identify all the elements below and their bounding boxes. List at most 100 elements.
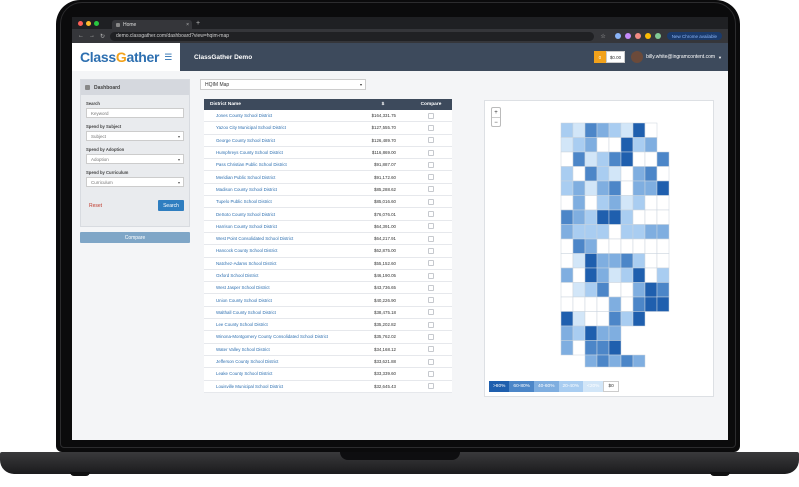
- map-district[interactable]: [656, 253, 670, 269]
- hamburger-menu-icon[interactable]: ☰: [164, 51, 173, 62]
- search-button[interactable]: Search: [158, 200, 184, 211]
- browser-tab[interactable]: Home ×: [112, 20, 192, 29]
- compare-checkbox[interactable]: [428, 124, 434, 131]
- map-district[interactable]: [644, 238, 658, 254]
- subject-select[interactable]: Subject ▾: [86, 131, 184, 141]
- view-select[interactable]: HQIM Map ▾: [200, 79, 366, 90]
- map-district[interactable]: [596, 340, 610, 356]
- map-district[interactable]: [584, 282, 598, 298]
- map-district[interactable]: [644, 151, 658, 167]
- map-district[interactable]: [656, 267, 670, 283]
- map-district[interactable]: [560, 340, 574, 356]
- map-district[interactable]: [632, 195, 646, 211]
- map-district[interactable]: [644, 267, 658, 283]
- compare-checkbox[interactable]: [428, 333, 434, 340]
- map-district[interactable]: [644, 224, 658, 240]
- map-district[interactable]: [620, 151, 634, 167]
- map-district[interactable]: [644, 253, 658, 269]
- map-district[interactable]: [644, 195, 658, 211]
- map-district[interactable]: [608, 224, 622, 240]
- map-district[interactable]: [632, 238, 646, 254]
- compare-checkbox[interactable]: [428, 284, 434, 291]
- map-district[interactable]: [632, 180, 646, 196]
- map-district[interactable]: [596, 151, 610, 167]
- district-name-link[interactable]: Madison County School District: [216, 186, 278, 192]
- map-district[interactable]: [632, 209, 646, 225]
- map-district[interactable]: [596, 166, 610, 182]
- map-district[interactable]: [560, 296, 574, 312]
- legend-item[interactable]: >80%: [489, 381, 510, 392]
- map-district[interactable]: [596, 311, 610, 327]
- map-district[interactable]: [644, 180, 658, 196]
- map-district[interactable]: [584, 224, 598, 240]
- map-district[interactable]: [620, 282, 634, 298]
- map-district[interactable]: [572, 282, 586, 298]
- map-district[interactable]: [608, 122, 622, 138]
- compare-checkbox[interactable]: [428, 112, 434, 119]
- map-district[interactable]: [656, 238, 670, 254]
- map-district[interactable]: [584, 122, 598, 138]
- map-district[interactable]: [596, 180, 610, 196]
- map-district[interactable]: [584, 209, 598, 225]
- map-district[interactable]: [620, 296, 634, 312]
- map-district[interactable]: [608, 137, 622, 153]
- compare-checkbox[interactable]: [428, 383, 434, 390]
- map-district[interactable]: [596, 325, 610, 341]
- map-district[interactable]: [572, 122, 586, 138]
- minimize-window-icon[interactable]: [86, 20, 91, 26]
- map-district[interactable]: [620, 354, 634, 368]
- avatar[interactable]: [631, 51, 644, 63]
- map-district[interactable]: [608, 340, 622, 356]
- map-district[interactable]: [560, 137, 574, 153]
- map-district[interactable]: [584, 253, 598, 269]
- district-name-link[interactable]: Winona-Montgomery County Consolidated Sc…: [216, 334, 329, 340]
- map-district[interactable]: [620, 224, 634, 240]
- map-district[interactable]: [584, 267, 598, 283]
- map-district[interactable]: [656, 224, 670, 240]
- map-district[interactable]: [584, 325, 598, 341]
- map-district[interactable]: [572, 151, 586, 167]
- district-name-link[interactable]: Union County School District: [216, 297, 272, 303]
- map-district[interactable]: [656, 282, 670, 298]
- map-district[interactable]: [560, 195, 574, 211]
- address-bar[interactable]: demo.classgather.com/dashboard?view=hqim…: [110, 31, 595, 41]
- map-district[interactable]: [584, 296, 598, 312]
- map-district[interactable]: [632, 296, 646, 312]
- map-district[interactable]: [620, 253, 634, 269]
- zoom-out-button[interactable]: −: [494, 120, 498, 126]
- map-district[interactable]: [572, 209, 586, 225]
- compare-checkbox[interactable]: [428, 223, 434, 230]
- district-name-link[interactable]: Jones County School District: [216, 113, 273, 119]
- map-district[interactable]: [632, 151, 646, 167]
- map-district[interactable]: [596, 267, 610, 283]
- district-name-link[interactable]: Harrison County School District: [216, 223, 278, 229]
- legend-item[interactable]: <20%: [583, 381, 604, 392]
- back-icon[interactable]: ←: [78, 33, 84, 39]
- map-district[interactable]: [584, 166, 598, 182]
- map-district[interactable]: [608, 253, 622, 269]
- map-district[interactable]: [608, 209, 622, 225]
- legend-item[interactable]: $0: [603, 381, 619, 392]
- logo[interactable]: ClassGather ☰: [72, 43, 180, 71]
- compare-checkbox[interactable]: [428, 309, 434, 316]
- map-district[interactable]: [620, 238, 634, 254]
- maximize-window-icon[interactable]: [94, 20, 99, 26]
- column-header-amount[interactable]: $: [381, 102, 385, 107]
- district-name-link[interactable]: Leake County School District: [216, 371, 273, 377]
- map-district[interactable]: [584, 340, 598, 356]
- district-choropleth-map[interactable]: [485, 101, 715, 398]
- map-district[interactable]: [608, 180, 622, 196]
- map-district[interactable]: [596, 296, 610, 312]
- map-district[interactable]: [644, 296, 658, 312]
- map-district[interactable]: [596, 354, 610, 368]
- map-district[interactable]: [572, 253, 586, 269]
- new-tab-icon[interactable]: +: [196, 19, 201, 27]
- map-district[interactable]: [572, 311, 586, 327]
- compare-checkbox[interactable]: [428, 174, 434, 181]
- map-district[interactable]: [596, 282, 610, 298]
- map-district[interactable]: [584, 180, 598, 196]
- map-district[interactable]: [608, 311, 622, 327]
- compare-checkbox[interactable]: [428, 272, 434, 279]
- compare-checkbox[interactable]: [428, 235, 434, 242]
- map-district[interactable]: [560, 122, 574, 138]
